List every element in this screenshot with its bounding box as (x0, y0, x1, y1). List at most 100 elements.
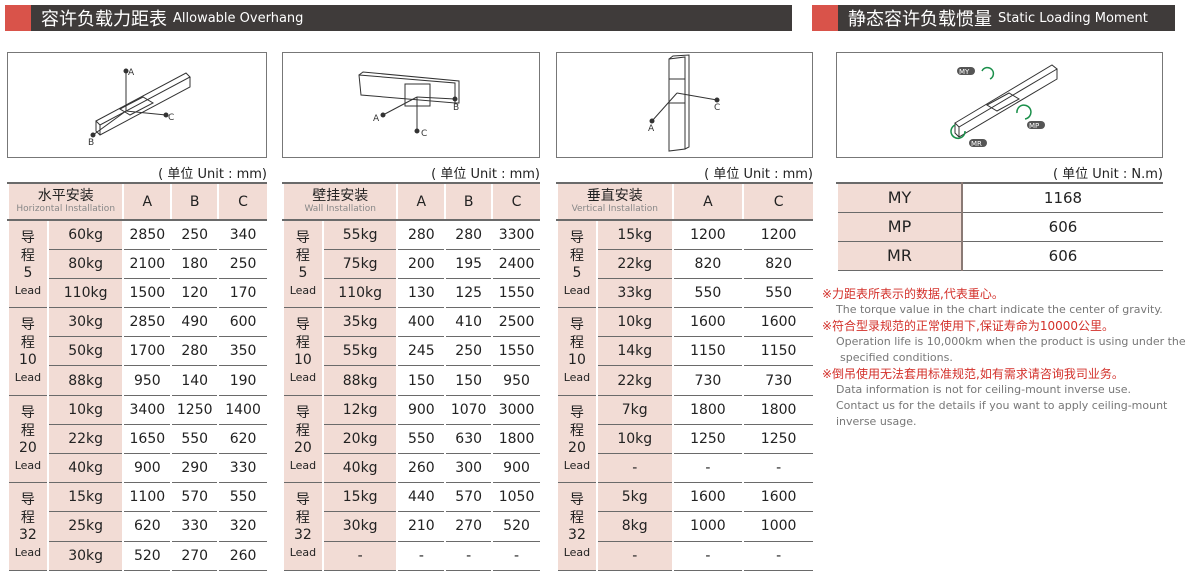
lead-en: Lead (14, 284, 42, 298)
value-cell: 1500 (122, 278, 172, 309)
horizontal-installation-diagram: A B C (7, 52, 267, 158)
value-cell: 1800 (742, 395, 813, 425)
load-cell: 80kg (46, 249, 124, 279)
value-cell: 270 (170, 541, 219, 571)
overhang-table: 壁挂安装 Wall Installation A B C 导程 5 Lead 55kg 280 28… (281, 182, 540, 571)
load-cell: 30kg (321, 511, 398, 542)
installation-cn: 水平安装 (37, 188, 94, 204)
table-row: 8kg 1000 1000 (557, 511, 813, 542)
load-cell: 55kg (321, 220, 398, 250)
load-cell: 22kg (46, 424, 124, 455)
value-cell: 620 (122, 511, 172, 542)
load-cell: 35kg (321, 307, 398, 338)
lead-cn: 导程 (569, 317, 584, 352)
value-cell: 1650 (122, 424, 172, 455)
lead-group: 导程 20 Lead (556, 395, 597, 484)
note-en: Operation life is 10,000km when the prod… (836, 335, 1186, 348)
lead-value: 20 (294, 439, 312, 456)
column-header: A (671, 182, 744, 221)
value-cell: 150 (396, 365, 446, 396)
value-cell: - (444, 541, 493, 571)
value-cell: 1250 (671, 424, 744, 455)
note-en: specified conditions. (840, 351, 953, 364)
value-cell: 950 (491, 365, 540, 396)
lead-value: 10 (568, 352, 586, 369)
header-row: 壁挂安装 Wall Installation A B C (281, 182, 540, 221)
column-header: C (491, 182, 540, 221)
overhang-table: 水平安装 Horizontal Installation A B C 导程 5 Lead 60k… (6, 182, 267, 571)
value-cell: 1700 (122, 336, 172, 367)
value-cell: 1600 (671, 482, 744, 513)
load-cell: 88kg (46, 365, 124, 396)
lead-value: 10 (19, 352, 37, 369)
load-cell: 8kg (595, 511, 673, 542)
table-row: 导程 32 Lead 5kg 1600 1600 (556, 482, 813, 571)
header-row: 水平安装 Horizontal Installation A B C (6, 182, 267, 221)
value-cell: 3300 (491, 220, 540, 250)
column-header: A (396, 182, 446, 221)
value-cell: 340 (217, 220, 267, 250)
table-row: 导程 5 Lead 15kg 1200 1200 (556, 220, 813, 309)
lead-en: Lead (14, 371, 42, 385)
value-cell: 1800 (671, 395, 744, 425)
value-cell: 410 (444, 307, 493, 338)
load-cell: 20kg (321, 424, 398, 455)
value-cell: 280 (396, 220, 446, 250)
table-row: 22kg 820 820 (557, 249, 813, 279)
lead-cn: 导程 (20, 230, 35, 265)
value-cell: 125 (444, 278, 493, 309)
load-cell: 50kg (46, 336, 124, 367)
value-cell: 600 (217, 307, 267, 338)
table-row: 110kg 1500 120 170 (8, 278, 267, 309)
label-b: B (453, 103, 459, 113)
load-cell: 40kg (321, 453, 398, 484)
load-cell: - (595, 541, 673, 571)
installation-type-header: 壁挂安装 Wall Installation (281, 182, 398, 221)
load-cell: 5kg (595, 482, 673, 513)
table-row: 导程 5 Lead 55kg 280 280 3300 (282, 220, 540, 309)
table-row: 22kg 730 730 (557, 365, 813, 396)
header-title-cn: 容许负载力距表 (41, 9, 167, 30)
column-header: B (170, 182, 219, 221)
unit-label: ( 单位 Unit : N.m) (1052, 167, 1163, 182)
value-cell: 400 (396, 307, 446, 338)
table-row: 33kg 550 550 (557, 278, 813, 309)
table-row: 导程 5 Lead 60kg 2850 250 340 (7, 220, 267, 309)
table-row: 导程 10 Lead 30kg 2850 490 600 (7, 307, 267, 396)
lead-group: 导程 32 Lead (556, 482, 597, 571)
moment-value: 606 (961, 212, 1163, 242)
load-cell: 88kg (321, 365, 398, 396)
value-cell: 1150 (671, 336, 744, 367)
load-cell: 22kg (595, 365, 673, 396)
value-cell: 140 (170, 365, 219, 396)
lead-group: 导程 5 Lead (7, 220, 48, 309)
lead-group: 导程 32 Lead (7, 482, 48, 571)
header-title-en: Allowable Overhang (173, 10, 304, 26)
load-cell: 10kg (46, 395, 124, 425)
installation-type-header: 垂直安装 Vertical Installation (556, 182, 673, 221)
load-cell: 33kg (595, 278, 673, 309)
installation-type-header: 水平安装 Horizontal Installation (6, 182, 124, 221)
lead-cn: 导程 (295, 230, 310, 265)
lead-en: Lead (289, 284, 317, 298)
value-cell: 250 (444, 336, 493, 367)
lead-value: 20 (568, 439, 586, 456)
load-cell: 110kg (46, 278, 124, 309)
value-cell: 280 (170, 336, 219, 367)
moment-value: 606 (961, 241, 1163, 271)
table-row: MY 1168 (836, 182, 1163, 213)
lead-en: Lead (14, 458, 42, 472)
unit-label: ( 单位 Unit : mm) (704, 167, 813, 182)
lead-en: Lead (563, 371, 591, 385)
value-cell: 550 (742, 278, 813, 309)
table-row: 80kg 2100 180 250 (8, 249, 267, 279)
table-row: --- (557, 541, 813, 571)
table-row: MP 606 (836, 212, 1163, 242)
lead-en: Lead (563, 546, 591, 560)
table-row: 88kg 950 140 190 (8, 365, 267, 396)
label-a: A (373, 114, 380, 124)
lead-en: Lead (14, 546, 42, 560)
table-row: 20kg 550 630 1800 (283, 424, 540, 455)
value-cell: 1070 (444, 395, 493, 425)
value-cell: 330 (217, 453, 267, 484)
